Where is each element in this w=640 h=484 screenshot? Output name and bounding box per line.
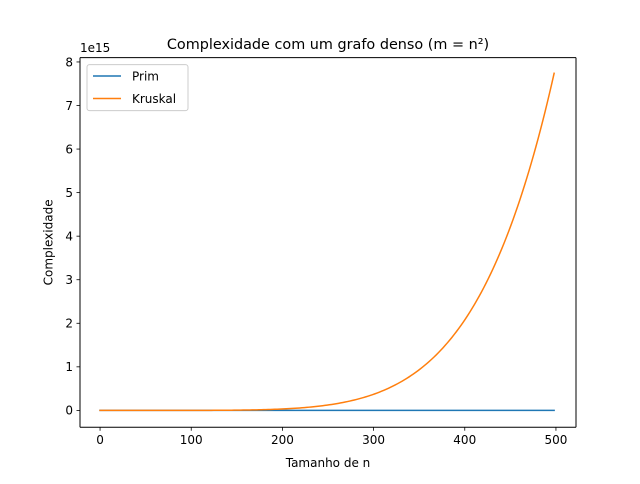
x-tick-label: 300 — [362, 433, 385, 447]
legend-label-prim: Prim — [132, 69, 159, 83]
x-tick-label: 0 — [96, 433, 104, 447]
y-tick-label: 2 — [65, 317, 73, 331]
y-tick-label: 8 — [65, 55, 73, 69]
axes-spines — [79, 57, 577, 428]
x-tick-label: 400 — [453, 433, 476, 447]
y-tick-label: 5 — [65, 186, 73, 200]
plot-background — [80, 57, 576, 428]
y-tick-label: 7 — [65, 99, 73, 113]
y-offset-label: 1e15 — [80, 41, 110, 55]
y-tick-label: 3 — [65, 273, 73, 287]
series-layer — [99, 72, 556, 412]
y-tick-label: 6 — [65, 142, 73, 156]
x-axis-ticks: 0 100 200 300 400 500 — [96, 427, 567, 447]
x-axis-label: Tamanho de n — [285, 456, 371, 470]
y-tick-label: 4 — [65, 229, 73, 243]
y-tick-label: 0 — [65, 404, 73, 418]
y-axis-label: Complexidade — [42, 199, 56, 285]
x-tick-label: 200 — [271, 433, 294, 447]
legend: Prim Kruskal — [86, 64, 189, 112]
x-tick-label: 100 — [180, 433, 203, 447]
chart-title: Complexidade com um grafo denso (m = n²) — [167, 37, 489, 53]
y-tick-label: 1 — [65, 360, 73, 374]
series-line-kruskal — [99, 72, 556, 412]
legend-label-kruskal: Kruskal — [132, 92, 176, 106]
y-axis-ticks: 0 1 2 3 4 5 6 7 8 — [65, 55, 80, 418]
plot-area — [80, 57, 576, 428]
x-tick-label: 500 — [544, 433, 567, 447]
